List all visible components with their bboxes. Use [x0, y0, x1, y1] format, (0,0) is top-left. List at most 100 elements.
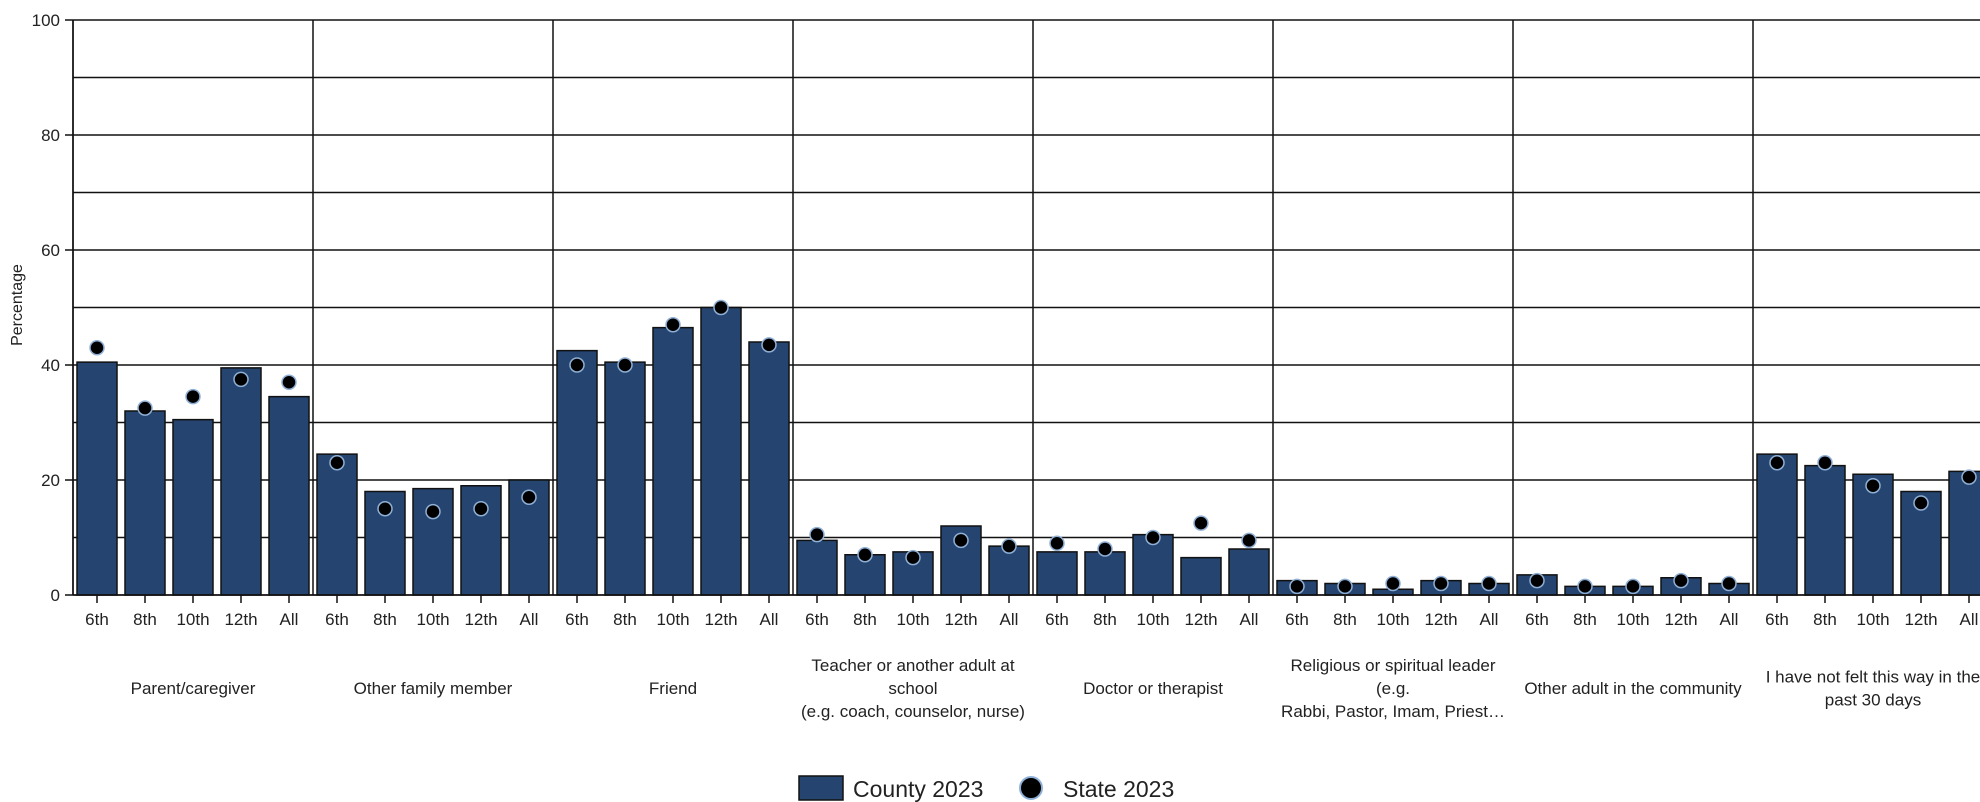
state-point [1145, 529, 1161, 546]
county-bar [1756, 453, 1798, 596]
x-tick-label: 6th [1045, 610, 1069, 629]
state-point [1001, 538, 1017, 554]
axes: 0 20 40 60 80 100 [32, 11, 1980, 605]
county-bar [748, 341, 790, 596]
group-label: Doctor or therapist [1083, 679, 1223, 698]
state-point [1817, 455, 1833, 471]
x-tick-label: 6th [325, 610, 349, 629]
state-point [953, 532, 969, 549]
y-tick-label: 40 [41, 356, 60, 375]
x-tick-label: All [760, 610, 779, 629]
state-point [665, 317, 681, 333]
x-tick-label: 10th [896, 610, 929, 629]
group-label-line: Other adult in the community [1524, 679, 1742, 698]
x-tick-label: All [1480, 610, 1499, 629]
state-points [89, 299, 1977, 595]
x-tick-label: 6th [1765, 610, 1789, 629]
state-point [1625, 578, 1641, 595]
x-tick-label: 10th [176, 610, 209, 629]
bars [76, 306, 1980, 596]
legend-county-label: County 2023 [853, 776, 983, 802]
county-bar [652, 326, 694, 596]
state-point [1337, 578, 1353, 595]
y-axis-title: Percentage [9, 264, 26, 346]
group-label-line: past 30 days [1825, 691, 1921, 710]
state-point [569, 357, 585, 373]
state-point [1529, 572, 1545, 589]
state-point [1913, 495, 1929, 511]
state-point [1769, 455, 1785, 471]
group-label-line: Parent/caregiver [131, 679, 256, 698]
x-tick-label: 10th [1376, 610, 1409, 629]
state-point [1241, 532, 1257, 549]
x-tick-label: All [1720, 610, 1739, 629]
legend-state-marker [1019, 776, 1043, 800]
group-label-line: Friend [649, 679, 697, 698]
x-tick-label: 10th [1136, 610, 1169, 629]
state-point [185, 388, 201, 405]
state-point [1673, 572, 1689, 589]
state-point [809, 526, 825, 543]
group-label-line: (e.g. coach, counselor, nurse) [801, 702, 1025, 721]
group-label-line: Rabbi, Pastor, Imam, Priest… [1281, 702, 1505, 721]
x-tick-label: 10th [1856, 610, 1889, 629]
county-bar [556, 349, 598, 596]
x-tick-label: 6th [85, 610, 109, 629]
state-point [1193, 515, 1209, 531]
county-bar [1900, 490, 1942, 596]
x-tick-label: 12th [704, 610, 737, 629]
group-label-line: Doctor or therapist [1083, 679, 1223, 698]
county-bar [1804, 464, 1846, 596]
y-tick-label: 0 [51, 586, 60, 605]
x-tick-label: 12th [1184, 610, 1217, 629]
group-label: I have not felt this way in the past 30 d… [1766, 668, 1980, 710]
x-tick-label: All [280, 610, 299, 629]
state-point [233, 371, 249, 388]
state-point [137, 400, 153, 416]
state-point [1961, 469, 1977, 485]
county-bar [268, 395, 310, 596]
county-bar [76, 361, 118, 596]
state-point [473, 501, 489, 517]
x-tick-label: 10th [1616, 610, 1649, 629]
x-tick-label: 8th [1573, 610, 1597, 629]
x-tick-label: 12th [1904, 610, 1937, 629]
state-point [617, 357, 633, 373]
state-point [1481, 575, 1497, 592]
state-point [425, 503, 441, 520]
group-label: Friend [649, 679, 697, 698]
state-point [377, 501, 393, 517]
state-point [1865, 478, 1881, 494]
county-bar [172, 418, 214, 596]
group-label: Teacher or another adult at school (e.g. c… [801, 656, 1025, 721]
gridlines [72, 19, 1980, 596]
state-point [1721, 575, 1737, 592]
x-tick-label: All [1960, 610, 1979, 629]
x-tick-label: 8th [613, 610, 637, 629]
state-point [1289, 578, 1305, 595]
county-bar [1036, 551, 1078, 596]
x-tick-label: 12th [1664, 610, 1697, 629]
county-bar [1084, 551, 1126, 596]
x-tick-label: All [520, 610, 539, 629]
state-point [1577, 578, 1593, 595]
y-tick-label: 80 [41, 126, 60, 145]
group-label: Religious or spiritual leader (e.g. Rabbi,… [1281, 656, 1505, 721]
group-label-line: Teacher or another adult at [811, 656, 1014, 675]
state-point [1433, 575, 1449, 592]
county-bar [1228, 548, 1270, 596]
y-tick-label: 60 [41, 241, 60, 260]
labels: 6th 8th 10th 12th All Parent/caregiver 6th 8th 1… [85, 610, 1980, 721]
x-tick-label: 8th [1093, 610, 1117, 629]
county-bar [1180, 556, 1222, 596]
y-tick-label: 100 [32, 11, 60, 30]
county-bar [700, 306, 742, 596]
x-tick-label: All [1240, 610, 1259, 629]
x-tick-label: 12th [1424, 610, 1457, 629]
state-point [761, 337, 777, 353]
legend-state-label: State 2023 [1063, 776, 1174, 802]
x-tick-label: 12th [464, 610, 497, 629]
state-point [281, 374, 297, 390]
group-label: Other family member [354, 679, 513, 698]
